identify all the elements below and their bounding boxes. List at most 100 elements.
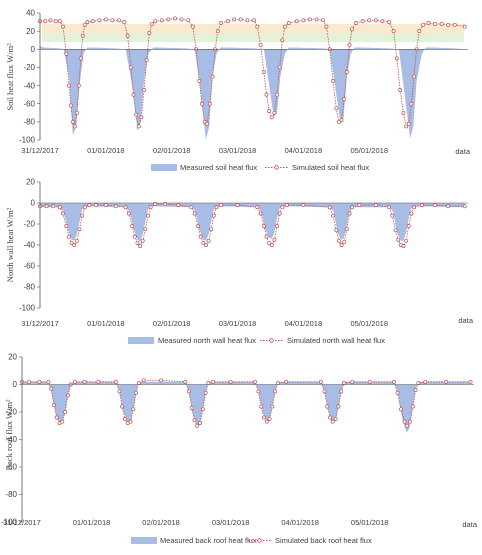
simulated-point [267,416,272,421]
simulated-point [219,203,224,208]
simulated-point [149,21,154,26]
simulated-point [255,24,260,29]
simulated-point [282,24,287,29]
simulated-point [214,205,219,210]
x-tick-labels: 31/12/2017 01/01/2018 02/01/2018 03/01/2018… [21,319,388,328]
simulated-point [339,118,344,122]
simulated-point [339,243,344,247]
simulated-point [262,415,266,420]
simulated-point [321,18,326,23]
y-tick-label: -100 [19,304,36,313]
simulated-point [294,19,299,24]
simulated-point [52,403,56,408]
y-tick-label: 20 [26,178,35,187]
simulated-point [153,19,158,24]
simulated-point [367,379,372,384]
simulated-point [336,119,341,124]
simulated-point [269,115,274,120]
x-tick-label: 02/01/2018 [142,518,180,527]
x-tick-label: 03/01/2018 [219,319,257,328]
simulated-point [27,379,31,384]
simulated-point [322,389,327,394]
x-tick-label: 03/01/2018 [219,146,257,155]
simulated-point [126,211,131,216]
simulated-point [196,224,200,229]
simulated-point [130,224,135,229]
simulated-point [190,24,195,29]
simulated-point [219,21,224,25]
simulated-point [347,42,352,47]
simulated-point [44,204,49,209]
simulated-point [113,379,118,384]
simulated-point [192,418,197,423]
simulated-point [272,237,277,242]
simulated-point [423,379,428,384]
simulated-point [209,227,214,232]
y-tick-label: -80 [5,490,17,499]
x-tick-label: 03/01/2018 [212,518,250,527]
simulated-point [183,379,188,384]
simulated-point [417,29,422,34]
simulated-point [64,51,69,56]
simulated-point [122,416,127,421]
simulated-point [410,404,415,409]
simulated-point [327,205,332,210]
y-tick-label: -20 [23,63,35,72]
simulated-point [393,228,398,233]
simulated-point [85,20,90,25]
simulated-point [138,244,143,249]
simulated-point [166,17,171,22]
y-tick-label: -60 [23,99,35,108]
simulated-point [253,379,257,384]
legend-measured-label: Measured soil heat flux [180,163,257,172]
simulated-point [396,237,401,242]
simulated-point [123,205,128,210]
simulated-point [135,240,140,245]
legend-measured-swatch [151,164,177,171]
simulated-point [159,378,164,383]
simulated-point [331,213,335,218]
simulated-point [319,379,323,384]
legend-simulated-label: Simulated north wall heat flux [287,336,385,345]
simulated-point [87,203,92,208]
simulated-point [207,101,212,106]
simulated-line [22,379,471,427]
simulated-point [159,18,164,23]
y-tick-label: 40 [26,9,35,18]
simulated-point [68,103,73,108]
y-tick-label: -40 [23,81,35,90]
simulated-point [140,238,145,243]
simulated-point [141,378,146,383]
x-tick-label: 04/01/2018 [285,146,323,155]
y-axis-label: Soil heat flux W/m² [5,43,15,111]
simulated-point [60,419,65,424]
y-tick-labels: 40 20 0 -20 -40 -60 -80 -100 [19,9,40,145]
y-tick-label: 20 [8,353,17,362]
simulated-point [90,19,95,24]
simulated-point [360,19,365,24]
simulated-point [468,379,473,384]
simulated-point [80,33,85,38]
background-band [42,23,464,33]
simulated-point [347,211,352,216]
simulated-point [76,83,81,88]
simulated-point [72,124,77,129]
simulated-point [64,224,69,229]
simulated-point [269,243,274,247]
simulated-point [128,419,133,424]
simulated-point [54,415,59,420]
simulated-point [444,379,449,384]
simulated-point [392,379,396,384]
simulated-point [57,205,62,210]
chart-north-wall-heat-flux: 20 0 -20 -40 -60 -80 -100 31/12/2017 01/01/2018… [5,178,474,345]
simulated-point [399,407,403,412]
legend-simulated-label: Simulated soil heat flux [292,163,369,172]
simulated-point [205,121,210,126]
y-tick-label: -80 [23,118,35,127]
simulated-point [334,106,339,111]
simulated-point [61,24,65,29]
x-tick-label: 05/01/2018 [351,518,389,527]
simulated-point [342,97,347,102]
simulated-point [350,27,355,32]
simulated-point [61,211,65,216]
